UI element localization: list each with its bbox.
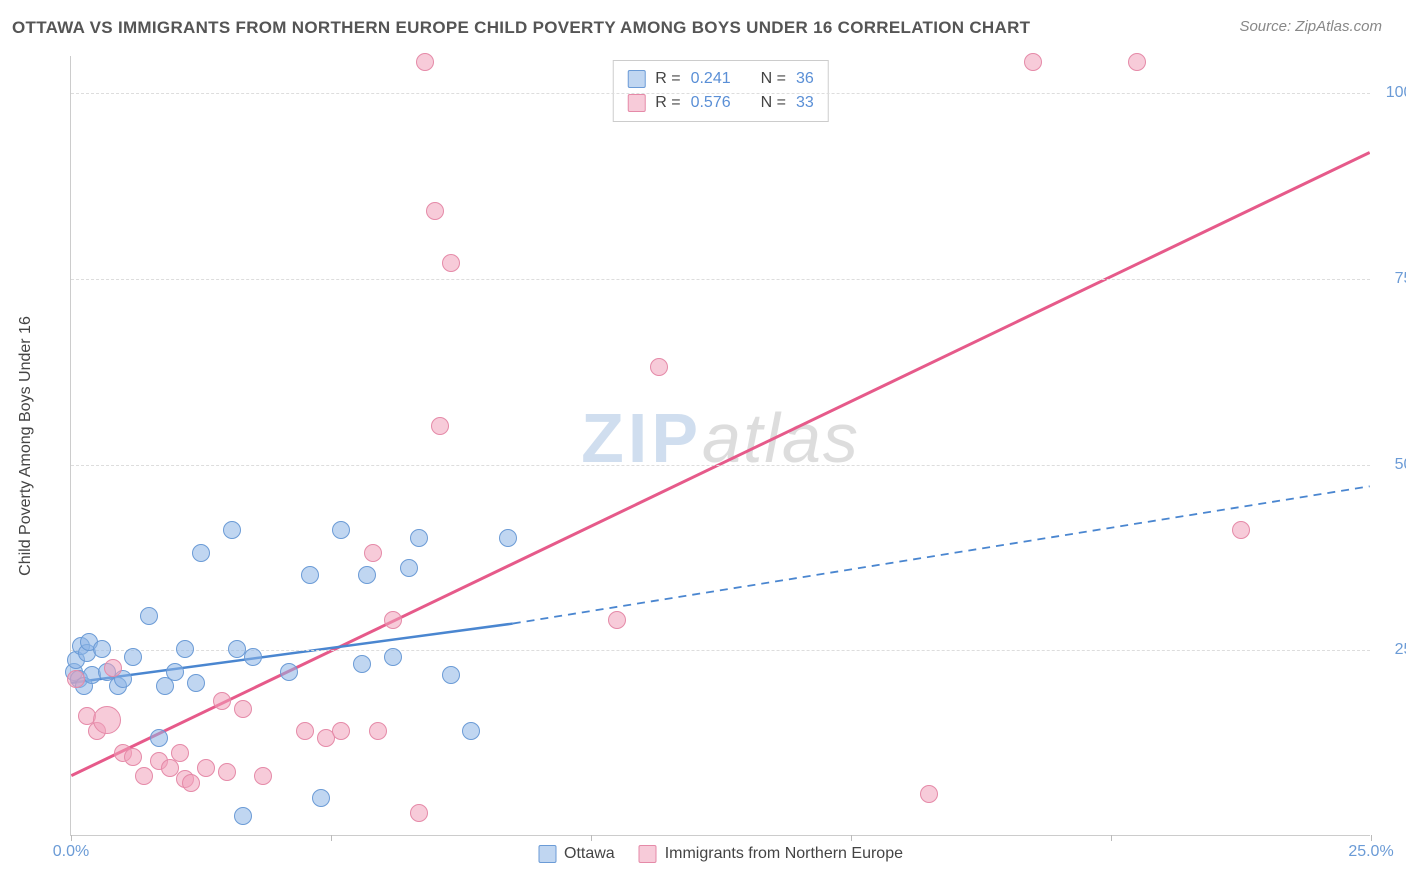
data-point [254, 767, 272, 785]
r-value: 0.241 [691, 70, 731, 88]
data-point [1232, 521, 1250, 539]
x-tick [1111, 835, 1112, 841]
data-point [192, 544, 210, 562]
source-label: Source: ZipAtlas.com [1239, 18, 1382, 35]
n-value: 36 [796, 70, 814, 88]
legend-swatch-icon [627, 94, 645, 112]
data-point [1024, 53, 1042, 71]
x-tick [851, 835, 852, 841]
data-point [182, 774, 200, 792]
data-point [176, 640, 194, 658]
chart-title: OTTAWA VS IMMIGRANTS FROM NORTHERN EUROP… [12, 18, 1030, 38]
gridline [71, 93, 1370, 94]
x-tick [331, 835, 332, 841]
correlation-legend: R = 0.241 N = 36 R = 0.576 N = 33 [612, 60, 829, 122]
data-point [197, 759, 215, 777]
legend-item-ottawa: Ottawa [538, 845, 615, 863]
y-tick-label: 100.0% [1380, 84, 1406, 102]
legend-row-immigrants: R = 0.576 N = 33 [627, 91, 814, 115]
x-tick-label: 25.0% [1348, 843, 1393, 861]
data-point [213, 692, 231, 710]
data-point [364, 544, 382, 562]
data-point [67, 670, 85, 688]
watermark: ZIPatlas [581, 398, 860, 478]
n-value: 33 [796, 94, 814, 112]
data-point [312, 789, 330, 807]
data-point [93, 640, 111, 658]
data-point [353, 655, 371, 673]
data-point [410, 529, 428, 547]
data-point [410, 804, 428, 822]
y-tick-label: 75.0% [1380, 270, 1406, 288]
y-tick-label: 50.0% [1380, 456, 1406, 474]
data-point [171, 744, 189, 762]
data-point [384, 611, 402, 629]
legend-label: Immigrants from Northern Europe [665, 845, 903, 863]
data-point [650, 358, 668, 376]
data-point [1128, 53, 1146, 71]
y-tick-label: 25.0% [1380, 641, 1406, 659]
data-point [431, 417, 449, 435]
data-point [124, 748, 142, 766]
series-legend: Ottawa Immigrants from Northern Europe [538, 845, 903, 863]
data-point [442, 666, 460, 684]
data-point [124, 648, 142, 666]
plot-area: ZIPatlas R = 0.241 N = 36 R = 0.576 N = … [70, 56, 1370, 836]
data-point [156, 677, 174, 695]
data-point [296, 722, 314, 740]
gridline [71, 279, 1370, 280]
data-point [358, 566, 376, 584]
data-point [223, 521, 241, 539]
legend-row-ottawa: R = 0.241 N = 36 [627, 67, 814, 91]
data-point [369, 722, 387, 740]
data-point [244, 648, 262, 666]
data-point [462, 722, 480, 740]
data-point [384, 648, 402, 666]
regression-lines [71, 56, 1370, 835]
legend-swatch-icon [639, 845, 657, 863]
data-point [93, 706, 121, 734]
legend-swatch-icon [538, 845, 556, 863]
data-point [426, 202, 444, 220]
gridline [71, 650, 1370, 651]
legend-swatch-icon [627, 70, 645, 88]
x-tick [591, 835, 592, 841]
data-point [140, 607, 158, 625]
x-tick-label: 0.0% [53, 843, 89, 861]
data-point [161, 759, 179, 777]
data-point [920, 785, 938, 803]
chart-container: Child Poverty Among Boys Under 16 ZIPatl… [40, 56, 1370, 836]
data-point [150, 729, 168, 747]
data-point [135, 767, 153, 785]
data-point [332, 521, 350, 539]
gridline [71, 465, 1370, 466]
data-point [499, 529, 517, 547]
data-point [234, 700, 252, 718]
y-axis-label: Child Poverty Among Boys Under 16 [17, 316, 35, 576]
data-point [416, 53, 434, 71]
data-point [234, 807, 252, 825]
data-point [442, 254, 460, 272]
data-point [104, 659, 122, 677]
data-point [608, 611, 626, 629]
data-point [280, 663, 298, 681]
data-point [332, 722, 350, 740]
data-point [301, 566, 319, 584]
legend-item-immigrants: Immigrants from Northern Europe [639, 845, 903, 863]
legend-label: Ottawa [564, 845, 615, 863]
r-value: 0.576 [691, 94, 731, 112]
data-point [218, 763, 236, 781]
x-tick [1371, 835, 1372, 841]
data-point [187, 674, 205, 692]
data-point [166, 663, 184, 681]
x-tick [71, 835, 72, 841]
data-point [400, 559, 418, 577]
